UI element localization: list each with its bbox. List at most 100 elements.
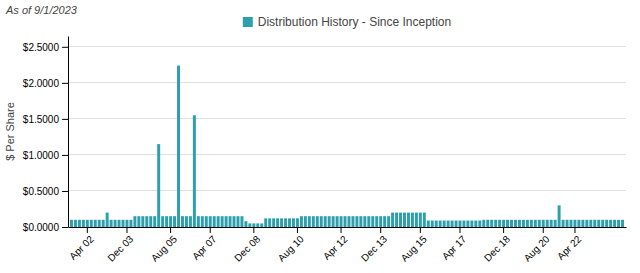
bar xyxy=(217,216,220,227)
plot: $0.0000$0.5000$1.0000$1.5000$2.0000$2.50… xyxy=(23,37,627,264)
y-tick-label: $0.5000 xyxy=(23,186,60,197)
x-tick-mark xyxy=(210,227,211,233)
y-tick-mark xyxy=(62,191,68,192)
bar xyxy=(573,220,576,227)
bar xyxy=(605,220,608,227)
x-tick-mark xyxy=(543,227,544,233)
bar xyxy=(399,213,402,227)
bar xyxy=(90,220,93,227)
bar xyxy=(562,220,565,227)
x-tick-label: Aug 20 xyxy=(522,233,552,263)
legend-item: Distribution History - Since Inception xyxy=(243,15,451,29)
bar xyxy=(106,213,109,227)
x-tick: Aug 15 xyxy=(399,227,429,264)
y-axis-line xyxy=(68,37,69,228)
bar xyxy=(407,213,410,227)
x-tick-label: Apr 17 xyxy=(440,233,469,262)
bar xyxy=(225,216,228,227)
x-tick: Apr 22 xyxy=(555,227,584,262)
x-tick-mark xyxy=(503,227,504,233)
bar xyxy=(589,220,592,227)
bar xyxy=(161,216,164,227)
bar xyxy=(240,216,243,227)
bar xyxy=(98,220,101,227)
x-tick: Apr 02 xyxy=(67,227,96,262)
bar xyxy=(122,220,125,227)
bar xyxy=(379,216,382,227)
bar xyxy=(427,221,430,227)
bar xyxy=(570,220,573,227)
bar xyxy=(443,221,446,227)
bar xyxy=(308,216,311,227)
bar xyxy=(74,220,77,227)
bar xyxy=(248,223,251,227)
bar xyxy=(593,220,596,227)
bar xyxy=(256,223,259,227)
bar xyxy=(546,220,549,227)
bar xyxy=(502,220,505,227)
x-tick-mark xyxy=(126,227,127,233)
bar xyxy=(252,223,255,227)
bar xyxy=(387,216,390,227)
x-tick-label: Dec 13 xyxy=(359,233,389,263)
bar xyxy=(459,221,462,227)
bar xyxy=(102,220,105,227)
bar xyxy=(149,216,152,227)
bar xyxy=(344,216,347,227)
bar xyxy=(324,216,327,227)
bar xyxy=(474,221,477,227)
x-tick-mark xyxy=(87,227,88,233)
bar xyxy=(82,220,85,227)
bar xyxy=(383,216,386,227)
subtitle: As of 9/1/2023 xyxy=(5,4,78,16)
bar xyxy=(490,220,493,227)
bar xyxy=(613,220,616,227)
legend: Distribution History - Since Inception xyxy=(243,15,451,29)
x-tick-label: Dec 18 xyxy=(482,233,512,263)
bar xyxy=(478,221,481,227)
bar xyxy=(316,216,319,227)
bar xyxy=(288,218,291,227)
y-tick: $0.0000 xyxy=(23,222,68,233)
x-tick-label: Dec 08 xyxy=(232,233,262,263)
bar xyxy=(367,216,370,227)
bar xyxy=(189,216,192,227)
bar xyxy=(213,216,216,227)
x-tick: Dec 03 xyxy=(105,227,135,264)
y-tick-label: $0.0000 xyxy=(23,222,60,233)
bar xyxy=(439,221,442,227)
chart: $0.0000$0.5000$1.0000$1.5000$2.0000$2.50… xyxy=(0,0,640,273)
bar xyxy=(558,205,561,227)
bar xyxy=(534,220,537,227)
x-tick-label: Aug 10 xyxy=(276,233,306,263)
bar xyxy=(78,220,81,227)
bar xyxy=(141,216,144,227)
bar xyxy=(609,220,612,227)
bar xyxy=(351,216,354,227)
y-axis: $0.0000$0.5000$1.0000$1.5000$2.0000$2.50… xyxy=(23,37,69,233)
bar xyxy=(359,216,362,227)
bar xyxy=(165,216,168,227)
y-tick-label: $1.0000 xyxy=(23,150,60,161)
bar xyxy=(415,213,418,227)
x-tick-mark xyxy=(297,227,298,233)
bar xyxy=(169,216,172,227)
x-tick-label: Apr 22 xyxy=(555,233,584,262)
bar xyxy=(244,221,247,227)
bar xyxy=(272,218,275,227)
bar xyxy=(153,216,156,227)
grid-line xyxy=(68,154,626,155)
x-tick: Aug 05 xyxy=(149,227,179,264)
bar xyxy=(110,220,113,227)
bar xyxy=(114,220,117,227)
x-tick-mark xyxy=(459,227,460,233)
bar xyxy=(332,216,335,227)
bar xyxy=(566,220,569,227)
bar xyxy=(129,220,132,227)
legend-label: Distribution History - Since Inception xyxy=(258,15,451,29)
x-tick: Aug 20 xyxy=(522,227,552,264)
bar xyxy=(518,220,521,227)
grid-line xyxy=(68,190,626,191)
bar xyxy=(185,216,188,227)
bar xyxy=(181,216,184,227)
